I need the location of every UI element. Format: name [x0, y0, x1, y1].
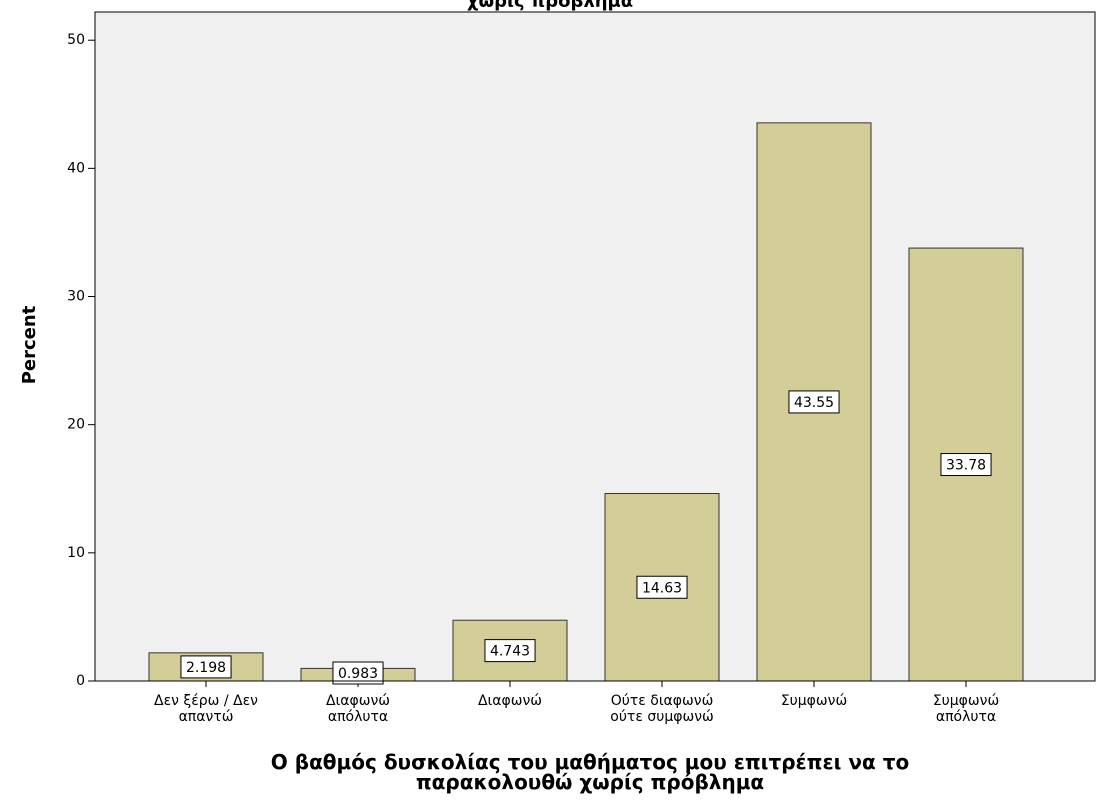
y-tick-label: 40 [67, 160, 85, 176]
x-axis-label-line: Ο βαθμός δυσκολίας του μαθήματος μου επι… [271, 750, 909, 774]
data-label: 0.983 [332, 661, 384, 685]
x-tick-label-line: απαντώ [179, 709, 234, 725]
chart-title: χωρίς πρόβλημα [467, 0, 633, 12]
x-tick-label-line: Διαφωνώ [326, 693, 390, 709]
data-label: 33.78 [940, 453, 992, 477]
x-tick-label: Συμφωνώ απόλυτα [933, 693, 999, 725]
data-label-text: 2.198 [186, 660, 226, 676]
y-tick-label: 50 [67, 32, 85, 48]
data-label-text: 43.55 [794, 395, 834, 411]
y-tick-label: 20 [67, 417, 85, 433]
data-label-box [636, 575, 688, 599]
data-label: 43.55 [788, 390, 840, 414]
x-tick-label-line: Δεν ξέρω / Δεν [154, 693, 258, 709]
x-tick-label-line: απόλυτα [328, 709, 388, 725]
data-label: 14.63 [636, 575, 688, 599]
x-tick-label-line: Ούτε διαφωνώ [611, 693, 714, 709]
data-label-box [180, 655, 232, 679]
data-label-box [940, 453, 992, 477]
x-tick-label-line: ούτε συμφωνώ [610, 709, 714, 725]
y-axis-label: Percent [19, 305, 40, 384]
data-label-text: 4.743 [490, 644, 530, 660]
x-tick-label-line: Συμφωνώ [781, 693, 847, 709]
y-tick-label: 10 [67, 545, 85, 561]
data-label-box [332, 661, 384, 685]
x-axis-label-line: παρακολουθώ χωρίς πρόβλημα [416, 770, 764, 794]
data-label-box [788, 390, 840, 414]
data-label: 4.743 [484, 639, 536, 663]
data-label-text: 0.983 [338, 666, 378, 682]
y-tick-label: 30 [67, 289, 85, 305]
data-label: 2.198 [180, 655, 232, 679]
data-label-box [484, 639, 536, 663]
x-tick-label: Ούτε διαφωνώ ούτε συμφωνώ [610, 693, 714, 725]
x-tick-label: Δεν ξέρω / Δεν απαντώ [154, 693, 258, 725]
data-label-text: 33.78 [946, 458, 986, 474]
data-label-text: 14.63 [642, 580, 682, 596]
x-tick-label-line: Συμφωνώ [933, 693, 999, 709]
x-tick-label: Διαφωνώ απόλυτα [326, 693, 390, 725]
x-tick-label-line: Διαφωνώ [478, 693, 542, 709]
x-tick-label-line: απόλυτα [936, 709, 996, 725]
y-tick-label: 0 [76, 673, 85, 689]
x-axis-label: Ο βαθμός δυσκολίας του μαθήματος μου επι… [271, 750, 909, 794]
x-tick-label: Διαφωνώ [478, 693, 542, 709]
x-tick-label: Συμφωνώ [781, 693, 847, 709]
